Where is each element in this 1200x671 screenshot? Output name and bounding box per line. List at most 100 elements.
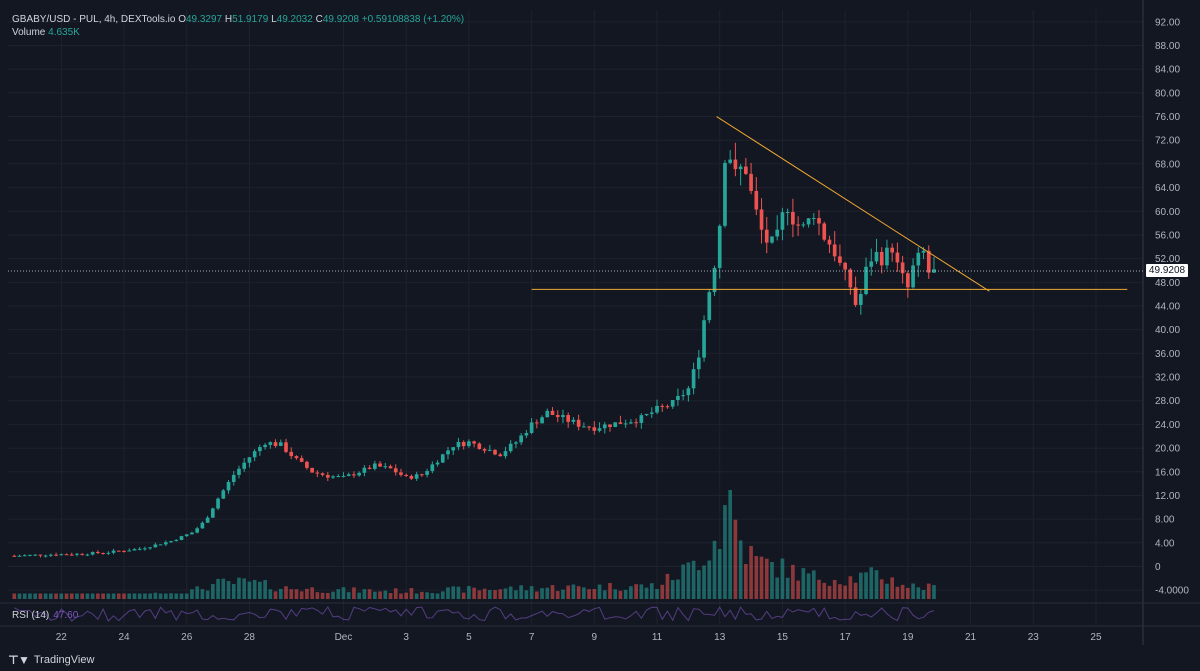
candle xyxy=(247,457,252,463)
y-tick-label: 16.00 xyxy=(1155,467,1180,478)
rsi-line xyxy=(14,606,935,622)
y-tick-label: 72.00 xyxy=(1155,136,1180,147)
candle xyxy=(487,449,492,451)
volume-bar xyxy=(435,593,440,599)
candle xyxy=(190,532,194,535)
volume-bar xyxy=(613,589,618,599)
y-tick-label: 0 xyxy=(1155,562,1161,573)
volume-bar xyxy=(540,588,544,599)
high-label: H xyxy=(224,14,233,25)
candle xyxy=(906,273,910,288)
candle xyxy=(864,266,868,295)
candle xyxy=(629,422,633,424)
close-label: C xyxy=(315,14,323,25)
tradingview-icon: ⊤▼ xyxy=(8,653,30,667)
candle xyxy=(43,555,48,557)
candle xyxy=(503,451,508,457)
candle xyxy=(832,244,837,257)
candle xyxy=(900,262,905,274)
candle xyxy=(221,490,226,499)
candle xyxy=(749,173,753,191)
candle xyxy=(137,548,142,550)
volume-bar xyxy=(629,586,633,599)
volume-bar xyxy=(519,585,523,599)
candle xyxy=(472,441,476,444)
volume-bar xyxy=(822,582,827,599)
volume-bar xyxy=(665,573,670,599)
volume-bar xyxy=(733,519,738,599)
candle xyxy=(148,547,152,549)
candle xyxy=(33,554,38,556)
x-tick-label: 22 xyxy=(56,632,68,643)
candle xyxy=(597,428,602,431)
candle xyxy=(744,166,748,174)
candle xyxy=(545,410,550,418)
volume-bar xyxy=(22,593,27,599)
candle xyxy=(838,256,842,263)
candle xyxy=(263,444,267,448)
candle xyxy=(75,553,79,555)
volume-bar xyxy=(712,540,717,599)
candle xyxy=(623,423,628,425)
tradingview-logo[interactable]: ⊤▼ TradingView xyxy=(8,653,94,667)
candle xyxy=(336,476,341,478)
candle xyxy=(916,252,921,266)
volume-bar xyxy=(284,586,288,599)
y-tick-label: 4.00 xyxy=(1155,538,1175,549)
volume-bar xyxy=(399,593,403,599)
volume-bar xyxy=(801,568,806,599)
candle xyxy=(373,463,377,469)
y-tick-label: 56.00 xyxy=(1155,230,1180,241)
candle xyxy=(712,267,717,293)
candle xyxy=(357,472,361,476)
volume-bar xyxy=(221,578,226,599)
candle xyxy=(723,162,727,226)
candle xyxy=(524,432,529,436)
x-tick-label: 26 xyxy=(181,632,193,643)
candle xyxy=(728,159,733,163)
volume-bar xyxy=(325,592,330,599)
open-label: O xyxy=(178,14,186,25)
candle xyxy=(587,426,591,428)
candle xyxy=(242,462,247,469)
symbol-title: GBABY/USD - PUL, 4h, DEXTools.io xyxy=(12,14,176,25)
candle xyxy=(801,224,806,226)
candle xyxy=(550,410,555,415)
candle xyxy=(278,442,283,446)
volume-bar xyxy=(247,581,252,599)
volume-bar xyxy=(451,586,456,599)
volume-bar xyxy=(618,590,623,599)
candle xyxy=(853,287,858,305)
volume-bar xyxy=(357,592,361,599)
candle xyxy=(90,552,95,555)
volume-bar xyxy=(639,584,644,599)
candle xyxy=(477,443,482,450)
volume-bar xyxy=(597,584,602,599)
rsi-value: 47.60 xyxy=(53,610,79,621)
volume-bar xyxy=(759,556,764,599)
volume-bar xyxy=(921,589,926,599)
y-tick-label: 60.00 xyxy=(1155,207,1180,218)
volume-bar xyxy=(299,591,304,599)
candle xyxy=(153,544,158,548)
candle xyxy=(780,212,785,230)
volume-bar xyxy=(926,583,931,599)
candle xyxy=(613,422,618,428)
candle xyxy=(660,405,665,407)
candle xyxy=(163,542,168,545)
volume-bar xyxy=(273,591,278,599)
x-tick-label: 7 xyxy=(529,632,535,643)
volume-bar xyxy=(200,589,205,599)
x-tick-label: 23 xyxy=(1028,632,1040,643)
volume-bar xyxy=(54,593,58,599)
candle xyxy=(362,467,367,473)
y-tick-label: 28.00 xyxy=(1155,396,1180,407)
candle xyxy=(634,422,638,424)
volume-bar xyxy=(153,592,158,599)
candle xyxy=(686,388,691,396)
volume-bar xyxy=(127,593,132,599)
candle xyxy=(535,422,539,424)
candle xyxy=(352,474,356,476)
